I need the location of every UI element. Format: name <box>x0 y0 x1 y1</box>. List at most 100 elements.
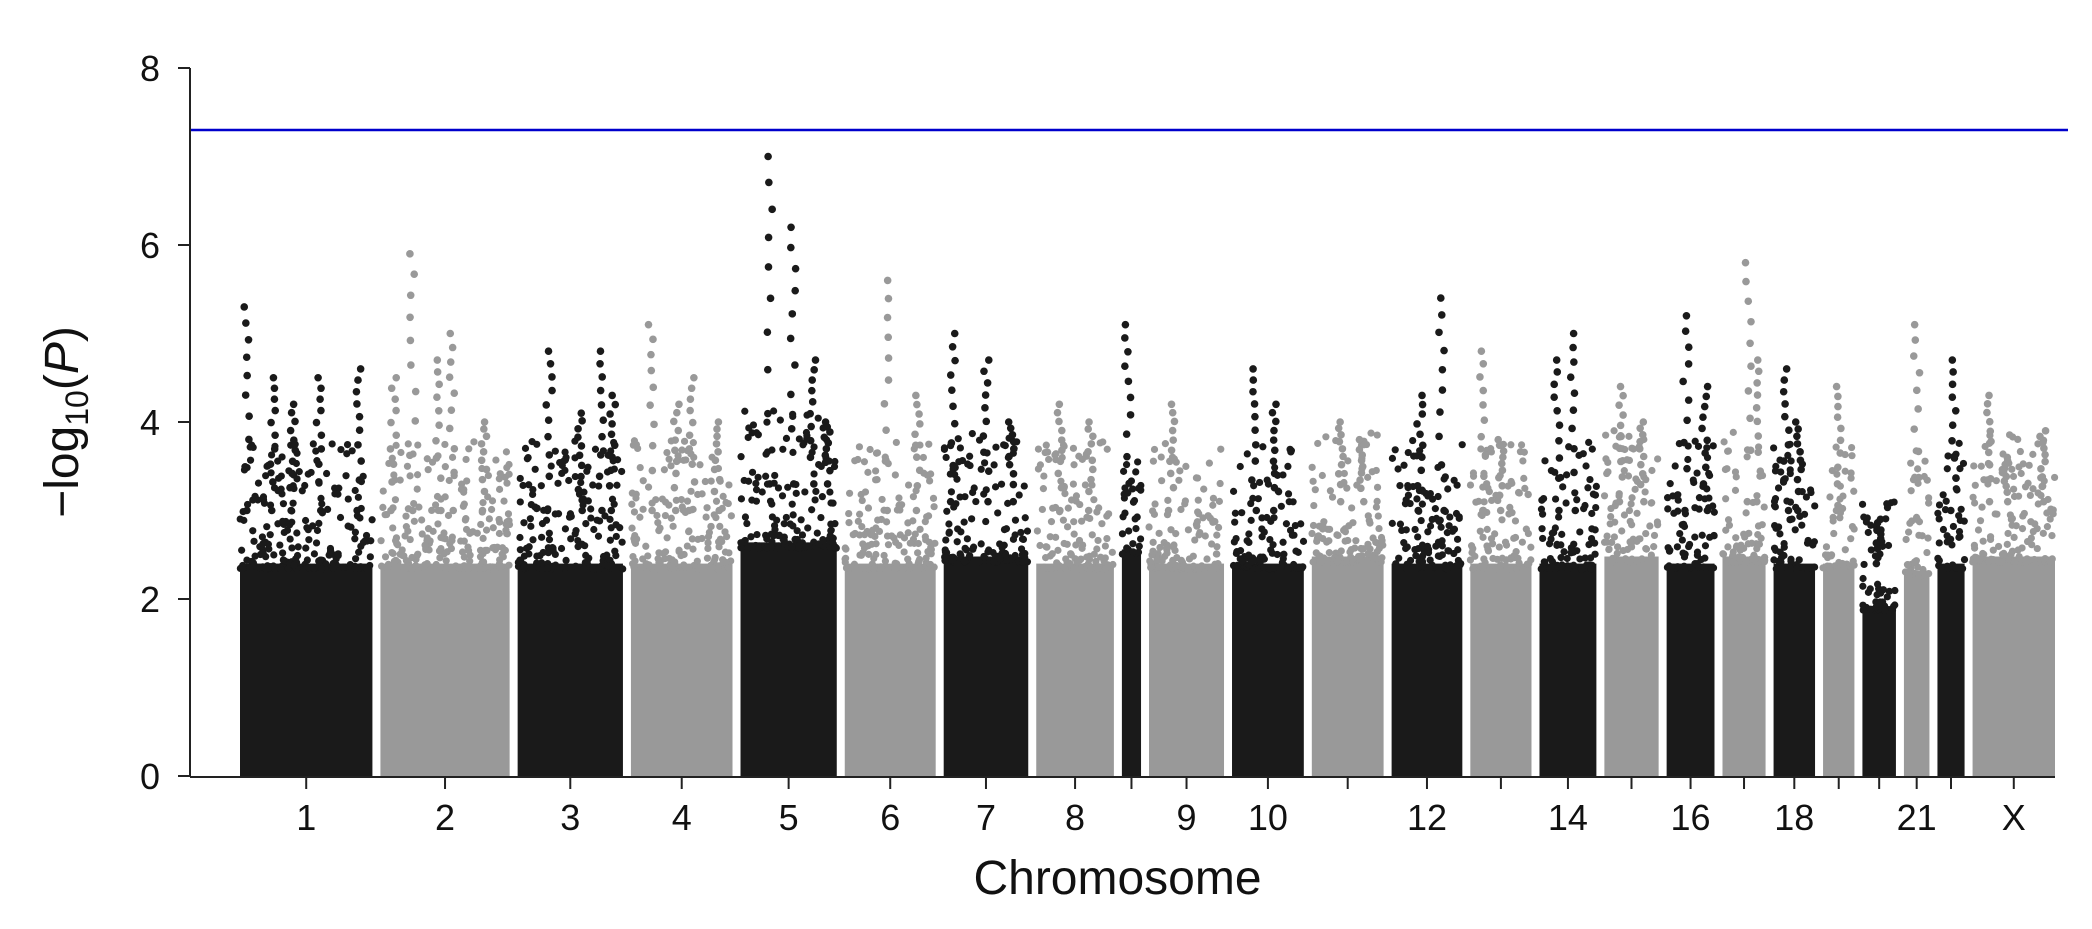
snp-point <box>1476 527 1484 535</box>
snp-point <box>977 465 985 473</box>
snp-point <box>1061 564 1069 572</box>
snp-point <box>900 548 908 556</box>
snp-point <box>410 499 418 508</box>
snp-peak-point <box>312 418 321 427</box>
snp-point <box>762 531 770 539</box>
snp-point <box>561 466 569 475</box>
snp-peak-point <box>650 420 658 429</box>
snp-point <box>1076 500 1084 509</box>
snp-point <box>909 493 917 501</box>
snp-peak-point <box>1553 406 1561 415</box>
snp-peak-point <box>357 457 365 465</box>
snp-peak-point <box>243 371 251 380</box>
snp-point <box>774 484 783 492</box>
snp-point <box>295 468 303 476</box>
snp-peak-point <box>1436 294 1445 302</box>
snp-point <box>1976 517 1985 525</box>
snp-peak-point <box>1683 464 1691 473</box>
snp-point <box>348 447 356 455</box>
snp-point <box>1707 565 1716 573</box>
snp-point <box>256 550 265 559</box>
snp-point <box>267 469 275 477</box>
snp-peak-point <box>288 457 297 466</box>
snp-point <box>1907 487 1915 495</box>
snp-point <box>1960 555 1969 564</box>
snp-point <box>502 448 511 456</box>
snp-peak-point <box>1124 377 1133 386</box>
snp-point <box>1786 498 1795 506</box>
snp-point <box>845 489 854 497</box>
snp-point <box>1325 525 1334 533</box>
snp-peak-point <box>387 418 395 427</box>
snp-point <box>1070 461 1078 469</box>
snp-point <box>1340 469 1348 478</box>
snp-point <box>1292 547 1300 555</box>
snp-point <box>1772 462 1780 470</box>
snp-peak-point <box>1754 432 1763 440</box>
snp-point <box>2050 473 2059 482</box>
snp-point <box>547 462 555 470</box>
snp-point <box>580 565 588 573</box>
snp-point <box>1923 548 1931 557</box>
snp-point <box>584 463 592 471</box>
snp-point <box>744 544 752 552</box>
snp-point <box>683 497 692 505</box>
snp-point <box>2029 450 2037 458</box>
snp-point <box>1129 548 1137 556</box>
snp-point <box>954 435 962 443</box>
snp-peak-point <box>433 356 442 364</box>
snp-peak-point <box>685 431 694 440</box>
snp-point <box>495 560 504 568</box>
snp-point <box>1017 528 1025 537</box>
snp-peak-point <box>1249 376 1258 384</box>
snp-point <box>1850 525 1858 533</box>
snp-peak-point <box>791 286 799 295</box>
snp-point <box>829 538 837 547</box>
snp-point <box>966 461 974 470</box>
snp-peak-point <box>672 457 681 466</box>
snp-peak-point <box>982 417 991 426</box>
snp-point <box>1551 495 1560 503</box>
snp-point <box>334 550 342 558</box>
snp-point <box>1204 512 1212 520</box>
snp-point <box>1059 516 1067 524</box>
snp-peak-point <box>406 313 414 322</box>
snp-point <box>1841 467 1849 475</box>
snp-point <box>1250 482 1258 490</box>
snp-point <box>1271 463 1279 472</box>
snp-point <box>1613 549 1621 558</box>
snp-point <box>727 512 735 520</box>
snp-peak-point <box>649 383 658 392</box>
chromosome-point-cloud <box>943 556 1029 776</box>
snp-point <box>412 562 420 570</box>
snp-peak-point <box>1251 412 1259 421</box>
snp-peak-point <box>1793 506 1802 515</box>
snp-point <box>667 462 675 470</box>
snp-peak-point <box>690 373 698 382</box>
snp-peak-point <box>648 441 657 450</box>
snp-point <box>1155 529 1163 537</box>
snp-point <box>612 532 620 541</box>
snp-point <box>1093 565 1102 573</box>
snp-point <box>1279 555 1287 563</box>
snp-point <box>2007 550 2015 558</box>
snp-point <box>1625 432 1633 440</box>
snp-point <box>1021 514 1029 522</box>
snp-point <box>1416 447 1424 455</box>
x-tick-label: 2 <box>435 797 455 838</box>
snp-peak-point <box>1418 400 1427 409</box>
snp-point <box>984 548 992 556</box>
snp-point <box>492 456 500 464</box>
snp-point <box>1991 510 1999 518</box>
snp-peak-point <box>1636 437 1644 446</box>
snp-point <box>479 558 488 566</box>
snp-peak-point <box>1753 391 1762 399</box>
x-tick-label: X <box>2002 797 2026 838</box>
snp-point <box>1729 558 1737 566</box>
snp-point <box>1515 559 1523 567</box>
snp-point <box>639 505 647 513</box>
snp-point <box>1758 521 1766 529</box>
snp-point <box>1195 565 1203 573</box>
snp-peak-point <box>1357 484 1365 493</box>
snp-point <box>461 516 469 524</box>
